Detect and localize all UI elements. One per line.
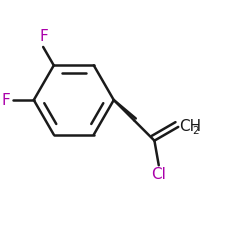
Text: 2: 2 <box>192 126 199 136</box>
Text: CH: CH <box>180 120 202 134</box>
Text: F: F <box>39 29 48 44</box>
Text: F: F <box>2 92 10 108</box>
Text: Cl: Cl <box>151 167 166 182</box>
